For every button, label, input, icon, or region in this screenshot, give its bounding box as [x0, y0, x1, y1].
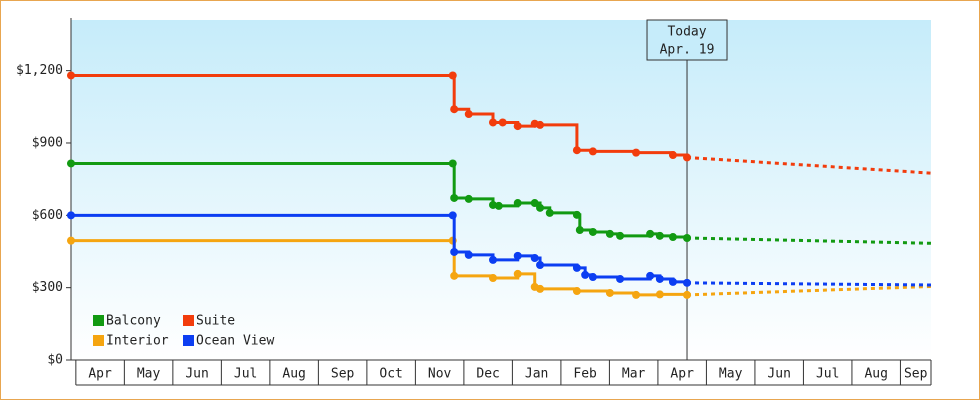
- price-point: [646, 271, 655, 280]
- price-point: [668, 151, 677, 160]
- price-point: [572, 210, 581, 219]
- x-tick-label: May: [137, 367, 161, 382]
- price-point: [494, 201, 503, 210]
- price-point: [632, 148, 641, 157]
- legend-label: Suite: [196, 314, 235, 329]
- price-point: [450, 105, 459, 114]
- x-tick-label: Apr: [88, 367, 112, 382]
- x-tick-label: Jul: [816, 367, 839, 382]
- price-point: [464, 250, 473, 259]
- plot-area: [71, 20, 931, 360]
- today-box: [646, 19, 728, 61]
- price-point: [572, 287, 581, 296]
- price-point: [588, 273, 597, 282]
- price-point: [683, 153, 692, 162]
- price-point: [683, 290, 692, 299]
- price-point: [605, 229, 614, 238]
- x-tick-label: Jul: [234, 367, 257, 382]
- today-label: Today: [667, 25, 706, 40]
- price-point: [668, 277, 677, 286]
- price-point: [616, 231, 625, 240]
- price-point: [450, 247, 459, 256]
- price-point: [513, 269, 522, 278]
- price-point: [448, 211, 457, 220]
- price-point: [67, 236, 75, 245]
- price-point: [575, 226, 584, 235]
- price-point: [588, 227, 597, 236]
- price-point: [655, 274, 664, 283]
- price-point: [67, 159, 75, 168]
- price-point: [450, 271, 459, 280]
- price-point: [448, 159, 457, 168]
- price-point: [488, 255, 497, 264]
- forecast-line: [686, 284, 932, 297]
- x-tick-label: Aug: [282, 367, 305, 382]
- legend-label: Balcony: [106, 314, 161, 329]
- price-point: [632, 290, 641, 299]
- price-point: [536, 260, 545, 269]
- price-point: [488, 118, 497, 127]
- y-tick-label: $900: [32, 135, 63, 150]
- price-point: [536, 120, 545, 129]
- y-tick-label: $600: [32, 208, 63, 223]
- price-point: [498, 118, 507, 127]
- x-tick-label: Sep: [331, 367, 355, 382]
- x-tick-label: Jun: [767, 367, 790, 382]
- price-point: [450, 193, 459, 202]
- legend-swatch: [183, 335, 194, 346]
- x-tick-label: Sep: [904, 367, 928, 382]
- price-point: [683, 278, 692, 287]
- price-point: [572, 146, 581, 155]
- price-point: [513, 199, 522, 208]
- y-tick-label: $300: [32, 280, 63, 295]
- price-point: [448, 71, 457, 80]
- price-point: [513, 251, 522, 260]
- x-tick-label: Aug: [864, 367, 887, 382]
- price-point: [536, 284, 545, 293]
- price-point: [67, 71, 75, 80]
- price-point: [530, 199, 539, 208]
- price-point: [605, 288, 614, 297]
- price-point: [464, 110, 473, 119]
- price-point: [588, 147, 597, 156]
- price-point: [488, 274, 497, 283]
- price-point: [67, 211, 75, 220]
- price-point: [513, 122, 522, 131]
- y-tick-label: $0: [47, 353, 63, 368]
- price-point: [668, 233, 677, 242]
- y-tick-label: $1,200: [16, 63, 63, 78]
- legend-label: Interior: [106, 334, 169, 349]
- x-tick-label: Oct: [379, 367, 402, 382]
- price-point: [646, 229, 655, 238]
- price-point: [655, 290, 664, 299]
- x-tick-label: May: [719, 367, 743, 382]
- legend-label: Ocean View: [196, 334, 274, 349]
- price-point: [464, 194, 473, 203]
- x-tick-label: Feb: [573, 367, 597, 382]
- x-tick-label: Apr: [670, 367, 694, 382]
- x-tick-label: Mar: [622, 367, 646, 382]
- price-point: [536, 203, 545, 212]
- forecast-line: [686, 236, 932, 245]
- today-label: Apr. 19: [660, 43, 715, 58]
- x-tick-label: Jan: [525, 367, 548, 382]
- x-tick-label: Jun: [185, 367, 208, 382]
- forecast-line: [687, 281, 932, 287]
- x-tick-label: Dec: [476, 367, 499, 382]
- price-point: [581, 270, 590, 279]
- price-point: [683, 233, 692, 242]
- price-point: [572, 263, 581, 272]
- price-point: [616, 274, 625, 283]
- legend-swatch: [183, 315, 194, 326]
- price-point: [655, 231, 664, 240]
- legend-swatch: [93, 315, 104, 326]
- price-point: [530, 254, 539, 262]
- x-tick-label: Nov: [428, 367, 452, 382]
- legend-swatch: [93, 335, 104, 346]
- forecast-line: [686, 155, 932, 175]
- price-point: [545, 208, 554, 217]
